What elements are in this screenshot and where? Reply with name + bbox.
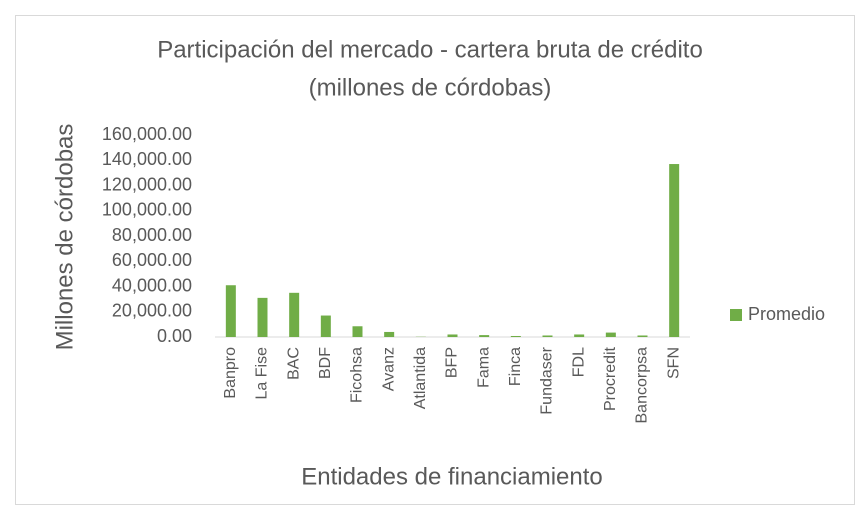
bar	[479, 335, 490, 337]
y-tick-label: 0.00	[157, 326, 192, 346]
bar	[510, 335, 521, 337]
y-tick-label: 140,000.00	[102, 149, 192, 169]
x-tick-label: Procredit	[602, 346, 619, 411]
x-axis-title: Entidades de financiamiento	[301, 463, 603, 490]
y-tick-label: 20,000.00	[112, 301, 192, 321]
y-tick-label: 80,000.00	[112, 225, 192, 245]
x-tick-label: Bancorpsa	[634, 347, 651, 424]
chart-border	[15, 15, 855, 505]
x-tick-label: Fama	[475, 347, 492, 388]
x-tick-label: Avanz	[380, 347, 397, 391]
x-tick-label: FDL	[570, 347, 587, 377]
bar	[384, 331, 395, 337]
x-tick-label: Atlantida	[412, 347, 429, 409]
x-tick-label: BAC	[285, 347, 302, 380]
legend-label: Promedio	[748, 304, 825, 324]
x-tick-label: BFP	[444, 347, 461, 378]
y-tick-label: 40,000.00	[112, 275, 192, 295]
bar	[447, 334, 458, 337]
y-tick-label: 120,000.00	[102, 174, 192, 194]
bar	[225, 285, 236, 337]
bar	[257, 297, 268, 337]
y-tick-label: 60,000.00	[112, 250, 192, 270]
legend-swatch	[730, 309, 742, 321]
chart-subtitle: (millones de córdobas)	[309, 74, 552, 101]
x-tick-label: Finca	[507, 347, 524, 386]
bar	[542, 335, 553, 337]
bar	[352, 326, 363, 337]
bar	[289, 292, 300, 337]
y-tick-label: 100,000.00	[102, 200, 192, 220]
x-tick-label: BDF	[317, 347, 334, 379]
bar	[605, 332, 616, 337]
bar	[669, 164, 680, 337]
x-tick-label: Ficohsa	[349, 347, 366, 403]
bar	[320, 315, 331, 337]
x-tick-label: Fundaser	[539, 346, 556, 414]
bar	[574, 334, 585, 337]
y-axis-title: Millones de córdobas	[51, 124, 78, 351]
y-tick-label: 160,000.00	[102, 124, 192, 144]
x-tick-label: Banpro	[222, 347, 239, 399]
x-tick-label: SFN	[665, 347, 682, 379]
bar	[637, 335, 648, 337]
chart-title: Participación del mercado - cartera brut…	[157, 36, 703, 63]
x-tick-label: La Fise	[254, 347, 271, 400]
